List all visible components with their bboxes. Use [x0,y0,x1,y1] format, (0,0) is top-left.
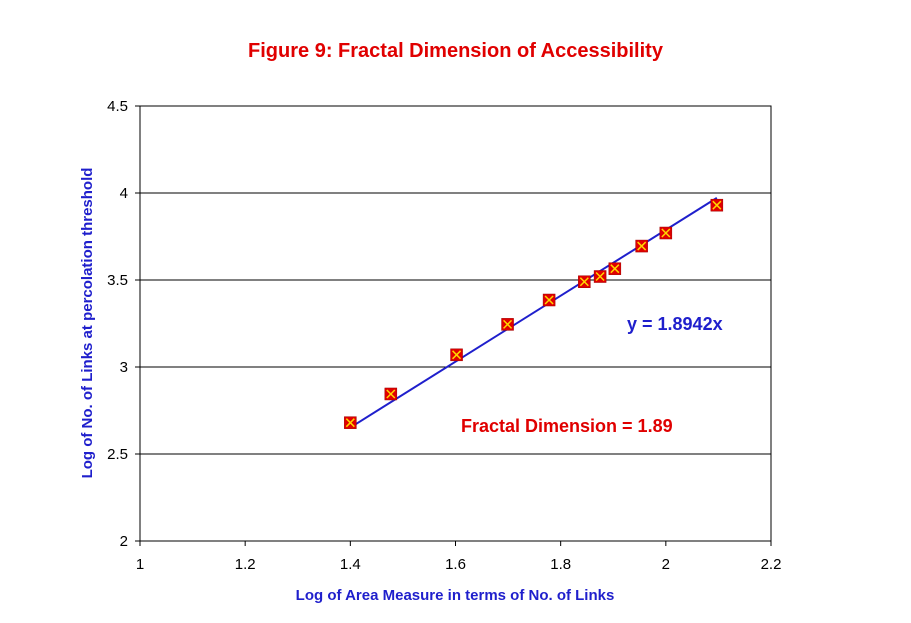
x-axis-ticks: 1 1.2 1.4 1.6 1.8 2 2.2 [136,541,782,573]
data-point [501,318,514,331]
x-tick-label: 1.8 [550,556,571,573]
data-point [635,239,648,253]
x-tick-label: 2 [662,556,670,573]
y-tick-label: 3 [120,359,128,376]
data-point [659,226,673,240]
y-tick-label: 4.5 [107,98,128,115]
x-axis-label: Log of Area Measure in terms of No. of L… [296,587,615,604]
x-tick-label: 1.4 [340,556,361,573]
data-point [710,198,724,212]
x-tick-label: 1 [136,556,144,573]
y-tick-label: 4 [120,185,128,202]
chart-title: Figure 9: Fractal Dimension of Accessibi… [248,40,663,62]
data-point [344,416,357,429]
x-tick-label: 2.2 [761,556,782,573]
data-point [578,275,591,288]
equation-annotation: y = 1.8942x [627,314,723,334]
data-point [384,387,398,401]
y-tick-label: 2.5 [107,446,128,463]
data-point [608,262,622,275]
data-point [593,270,607,283]
data-point [450,348,463,362]
y-tick-label: 2 [120,533,128,550]
data-point [542,293,556,307]
plot-area [139,105,772,542]
y-axis-ticks: 2 2.5 3 3.5 4 4.5 [107,98,140,550]
gridlines [140,192,771,455]
x-tick-label: 1.6 [445,556,466,573]
x-tick-label: 1.2 [235,556,256,573]
trendline-group [349,197,718,429]
fractal-dimension-annotation: Fractal Dimension = 1.89 [461,416,673,436]
data-points [344,198,724,429]
trendline [349,197,718,429]
y-tick-label: 3.5 [107,272,128,289]
y-axis-label: Log of No. of Links at percolation thres… [79,168,96,479]
